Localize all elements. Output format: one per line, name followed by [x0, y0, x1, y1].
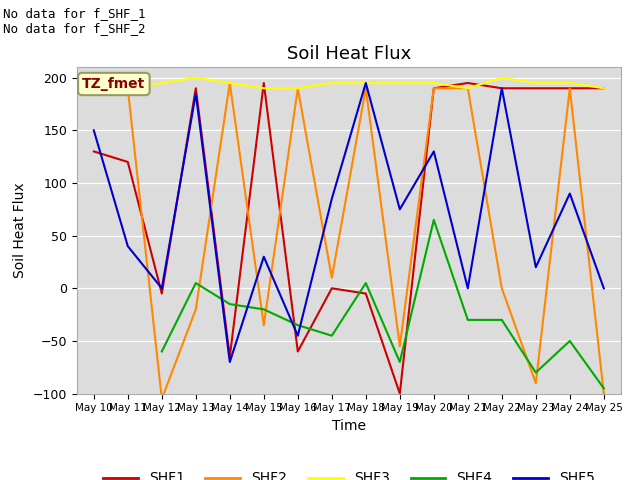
- SHF5: [124, 243, 132, 249]
- SHF1: [158, 291, 166, 297]
- Title: Soil Heat Flux: Soil Heat Flux: [287, 45, 411, 63]
- SHF1: [430, 85, 438, 91]
- SHF4: [464, 317, 472, 323]
- Text: No data for f_SHF_2: No data for f_SHF_2: [3, 22, 146, 35]
- Legend: SHF1, SHF2, SHF3, SHF4, SHF5: SHF1, SHF2, SHF3, SHF4, SHF5: [97, 466, 600, 480]
- Line: SHF2: SHF2: [94, 83, 604, 399]
- SHF1: [566, 85, 573, 91]
- SHF3: [362, 80, 370, 86]
- SHF1: [600, 85, 607, 91]
- SHF5: [226, 359, 234, 365]
- SHF3: [294, 85, 301, 91]
- SHF2: [464, 85, 472, 91]
- SHF4: [498, 317, 506, 323]
- Line: SHF5: SHF5: [94, 83, 604, 362]
- SHF5: [328, 196, 335, 202]
- SHF5: [294, 333, 301, 338]
- SHF5: [430, 148, 438, 154]
- SHF2: [226, 80, 234, 86]
- SHF2: [124, 85, 132, 91]
- SHF1: [226, 354, 234, 360]
- SHF5: [192, 91, 200, 96]
- SHF1: [396, 391, 404, 396]
- Y-axis label: Soil Heat Flux: Soil Heat Flux: [13, 182, 27, 278]
- SHF2: [362, 85, 370, 91]
- SHF3: [260, 85, 268, 91]
- SHF2: [600, 391, 607, 396]
- SHF4: [192, 280, 200, 286]
- SHF4: [566, 338, 573, 344]
- SHF2: [294, 85, 301, 91]
- SHF1: [532, 85, 540, 91]
- SHF5: [260, 254, 268, 260]
- SHF4: [600, 385, 607, 391]
- SHF2: [158, 396, 166, 402]
- X-axis label: Time: Time: [332, 419, 366, 433]
- SHF3: [192, 75, 200, 81]
- SHF3: [90, 85, 98, 91]
- SHF1: [90, 148, 98, 154]
- Line: SHF3: SHF3: [94, 78, 604, 88]
- SHF5: [464, 286, 472, 291]
- SHF5: [532, 264, 540, 270]
- SHF4: [532, 370, 540, 375]
- SHF4: [362, 280, 370, 286]
- SHF1: [192, 85, 200, 91]
- SHF1: [498, 85, 506, 91]
- SHF1: [260, 80, 268, 86]
- Line: SHF4: SHF4: [162, 220, 604, 388]
- SHF2: [532, 380, 540, 386]
- SHF3: [464, 85, 472, 91]
- SHF2: [396, 343, 404, 349]
- SHF3: [158, 80, 166, 86]
- SHF4: [430, 217, 438, 223]
- SHF5: [362, 80, 370, 86]
- SHF2: [566, 85, 573, 91]
- SHF2: [328, 275, 335, 281]
- Text: No data for f_SHF_1: No data for f_SHF_1: [3, 7, 146, 20]
- SHF1: [362, 291, 370, 297]
- SHF5: [498, 85, 506, 91]
- SHF2: [430, 85, 438, 91]
- SHF3: [124, 85, 132, 91]
- SHF1: [124, 159, 132, 165]
- SHF4: [328, 333, 335, 338]
- SHF4: [294, 322, 301, 328]
- SHF4: [260, 307, 268, 312]
- SHF2: [90, 85, 98, 91]
- SHF5: [396, 206, 404, 212]
- SHF4: [158, 348, 166, 354]
- SHF4: [226, 301, 234, 307]
- SHF3: [396, 80, 404, 86]
- SHF4: [396, 359, 404, 365]
- SHF5: [566, 191, 573, 196]
- SHF5: [600, 286, 607, 291]
- SHF5: [158, 286, 166, 291]
- SHF3: [498, 75, 506, 81]
- SHF2: [498, 286, 506, 291]
- SHF3: [430, 80, 438, 86]
- SHF3: [532, 80, 540, 86]
- Line: SHF1: SHF1: [94, 83, 604, 394]
- SHF2: [192, 307, 200, 312]
- SHF3: [600, 85, 607, 91]
- Text: TZ_fmet: TZ_fmet: [82, 77, 145, 91]
- SHF1: [328, 286, 335, 291]
- SHF3: [328, 80, 335, 86]
- SHF2: [260, 322, 268, 328]
- SHF5: [90, 128, 98, 133]
- SHF1: [464, 80, 472, 86]
- SHF3: [226, 80, 234, 86]
- SHF1: [294, 348, 301, 354]
- SHF3: [566, 80, 573, 86]
